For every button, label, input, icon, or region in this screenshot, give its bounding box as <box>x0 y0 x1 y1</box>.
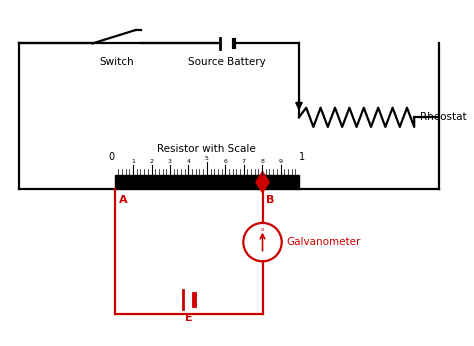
Polygon shape <box>256 172 269 193</box>
Text: E: E <box>185 313 192 323</box>
Text: 4: 4 <box>186 160 191 164</box>
Text: A: A <box>118 195 127 205</box>
Text: Source Battery: Source Battery <box>188 57 266 67</box>
Text: Rheostat: Rheostat <box>420 112 466 122</box>
Text: Switch: Switch <box>99 57 134 67</box>
Text: 9: 9 <box>279 160 283 164</box>
Text: 5: 5 <box>205 156 209 162</box>
Text: 8: 8 <box>260 160 264 164</box>
Text: 0: 0 <box>109 153 115 162</box>
Text: Resistor with Scale: Resistor with Scale <box>157 144 256 154</box>
Text: 1: 1 <box>131 160 135 164</box>
Text: 7: 7 <box>242 160 246 164</box>
Text: B: B <box>266 195 275 205</box>
FancyBboxPatch shape <box>115 175 299 189</box>
Text: 3: 3 <box>168 160 172 164</box>
Text: o: o <box>261 227 264 232</box>
Text: 1: 1 <box>299 153 305 162</box>
Circle shape <box>243 223 282 261</box>
Text: Galvanometer: Galvanometer <box>286 237 361 247</box>
Text: 6: 6 <box>223 160 227 164</box>
Text: 2: 2 <box>149 160 154 164</box>
